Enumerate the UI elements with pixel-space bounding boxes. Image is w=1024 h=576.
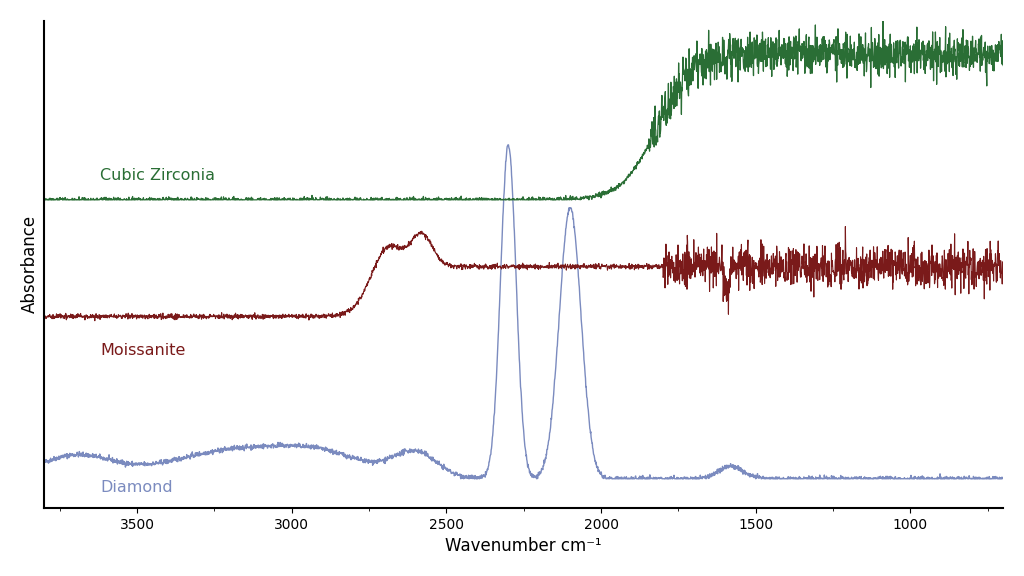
Text: Cubic Zirconia: Cubic Zirconia bbox=[100, 168, 215, 183]
Text: Moissanite: Moissanite bbox=[100, 343, 185, 358]
Text: Diamond: Diamond bbox=[100, 480, 173, 495]
X-axis label: Wavenumber cm⁻¹: Wavenumber cm⁻¹ bbox=[445, 537, 602, 555]
Y-axis label: Absorbance: Absorbance bbox=[20, 215, 39, 313]
